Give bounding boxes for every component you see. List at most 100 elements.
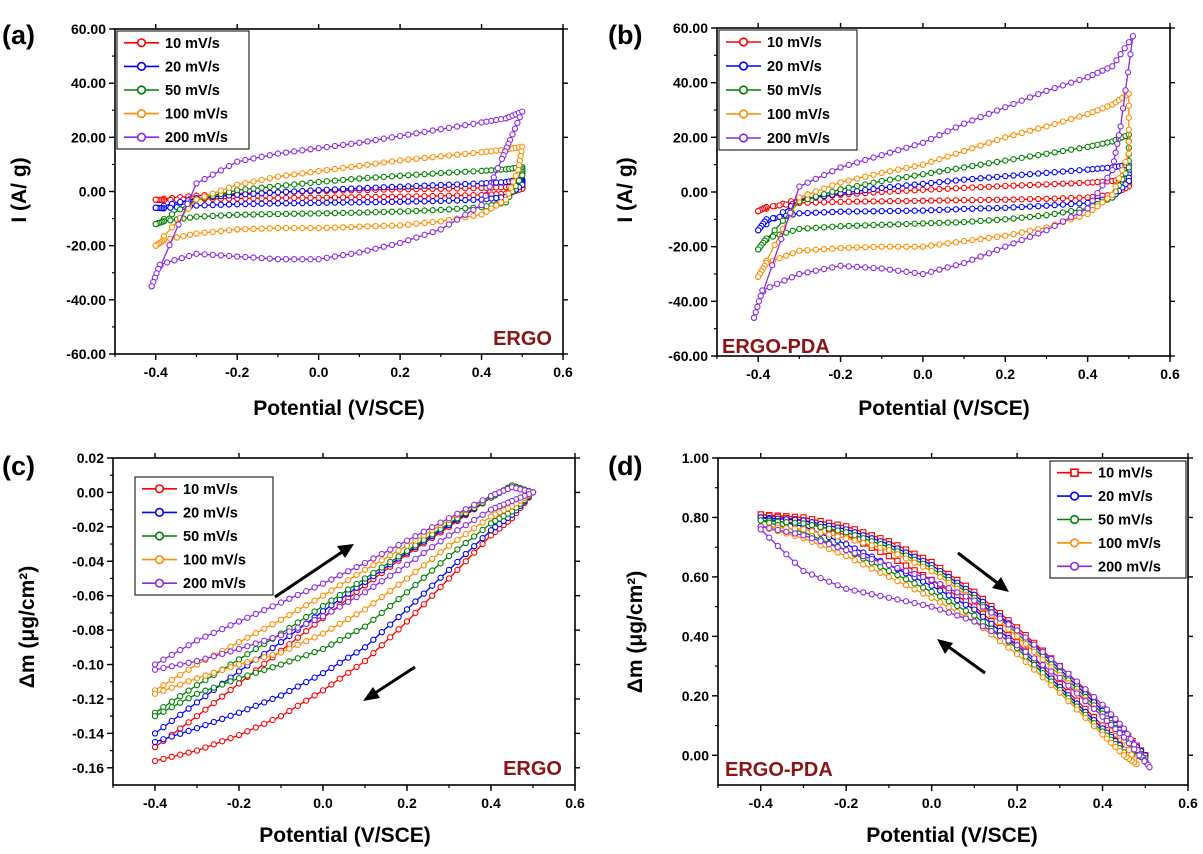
panel-b-data-point [878, 169, 885, 177]
panel-a-data-point [168, 211, 176, 218]
panel-a-data-point [307, 224, 314, 232]
panel-a-data-point [175, 221, 182, 228]
panel-d-data-point [1090, 705, 1098, 713]
panel-b-data-point [886, 243, 894, 250]
panel-c-ytick-label: -0.14 [72, 725, 104, 741]
panel-b-data-point [969, 117, 976, 124]
panel-b-data-point [977, 196, 984, 204]
panel-b-data-point [895, 207, 902, 215]
panel-c-data-point [151, 730, 159, 737]
panel-a-data-point [380, 208, 387, 216]
panel-a-data-point [497, 116, 505, 123]
panel-b-data-point [755, 298, 763, 305]
panel-c-data-point [286, 611, 293, 619]
panel-b-data-point [969, 184, 976, 191]
panel-d-data-point [791, 559, 799, 566]
panel-b-data-point [886, 168, 894, 175]
panel-c-data-point [479, 526, 486, 534]
panel-c-data-point [420, 574, 427, 581]
panel-b-data-point [936, 241, 943, 248]
panel-b-data-point [862, 208, 869, 215]
panel-c-data-point [479, 511, 486, 518]
panel-c-letter: (c) [2, 451, 35, 481]
panel-c-data-point [193, 682, 201, 689]
panel-d-data-point [834, 544, 841, 551]
panel-c-data-point [177, 711, 184, 718]
panel-a: (a) -0.4 -0.2 0.0 0.2 0.4 0.6 -60.00 -40.00 -20.… [2, 20, 573, 420]
panel-c-data-point [311, 634, 318, 641]
panel-d-data-point [851, 549, 858, 557]
panel-b-data-point [1018, 171, 1025, 178]
panel-a-data-point [429, 192, 436, 200]
panel-c-data-point [336, 620, 343, 628]
panel-b-data-point [769, 203, 777, 210]
panel-d-data-point [825, 525, 833, 532]
panel-a-data-point [184, 200, 191, 208]
panel-b-data-point [993, 246, 1001, 254]
panel-c-data-point [319, 580, 327, 587]
panel-c-data-point [311, 584, 318, 591]
panel-c-data-point [370, 561, 377, 569]
panel-d-data-point [1107, 721, 1115, 729]
panel-a-xtick-label: 0.4 [472, 364, 492, 380]
panel-b-data-point [936, 179, 943, 186]
panel-a-data-point [437, 218, 444, 225]
panel-d-data-point [1146, 764, 1153, 771]
panel-a-data-point [258, 153, 265, 160]
panel-a-data-point [282, 149, 290, 156]
panel-c-data-point [210, 684, 217, 691]
panel-c-data-point [168, 717, 175, 725]
panel-a-data-point [437, 153, 444, 160]
panel-d-legend-label: 50 mV/s [1098, 513, 1153, 529]
panel-b-data-point [1112, 183, 1119, 190]
panel-d-data-point [851, 557, 858, 564]
panel-c-data-point [328, 681, 335, 688]
panel-c-data-point [294, 591, 301, 599]
panel-c-data-point [437, 549, 444, 556]
panel-c-data-point [160, 656, 167, 663]
panel-a-data-point [258, 190, 265, 197]
panel-a-data-point [323, 178, 330, 185]
panel-c-data-point [269, 716, 276, 724]
panel-b-data-point [911, 187, 918, 194]
panel-c-data-point [177, 730, 184, 737]
panel-a-xtick-label: -0.2 [225, 364, 249, 380]
panel-b-data-point [927, 242, 935, 249]
panel-a-data-point [437, 226, 444, 233]
panel-c-data-point [269, 634, 276, 642]
panel-a-data-point [217, 227, 225, 235]
panel-c-data-point [261, 654, 268, 661]
panel-b-data-point [977, 113, 984, 121]
panel-a-data-point [282, 182, 290, 189]
panel-a-data-point [507, 184, 515, 191]
panel-c-data-point [252, 645, 259, 653]
panel-a-data-point [396, 193, 404, 200]
panel-a-data-point [364, 174, 371, 182]
panel-c-data-point [160, 708, 167, 715]
panel-c-data-point [185, 642, 192, 649]
panel-b-data-point [1043, 202, 1050, 209]
panel-a-data-point [413, 155, 420, 162]
panel-b-data-point [944, 153, 951, 160]
panel-c-data-point [445, 542, 453, 549]
panel-c-data-point [403, 547, 411, 555]
panel-b-data-point [829, 208, 836, 216]
panel-c-legend-label: 10 mV/s [183, 482, 238, 498]
panel-a-data-point [470, 120, 477, 127]
panel-c-data-point [235, 668, 243, 675]
panel-c-data-point [370, 600, 377, 607]
panel-c-data-point [193, 747, 201, 754]
panel-b-data-point [952, 165, 960, 172]
panel-c-data-point [219, 650, 226, 658]
panel-a-xlabel: Potential (V/SCE) [253, 397, 425, 420]
panel-c-data-point [319, 602, 327, 610]
panel-c-data-point [370, 569, 377, 577]
panel-c-data-point [160, 755, 167, 762]
panel-a-data-point [315, 210, 322, 217]
panel-c-ytick-label: -0.10 [72, 657, 104, 673]
panel-a-data-point [266, 175, 273, 182]
panel-b-ytick-label: -40.00 [668, 293, 708, 309]
panel-b-data-point [878, 177, 885, 185]
panel-d-data-point [1048, 668, 1055, 675]
panel-a-data-point [225, 252, 233, 260]
